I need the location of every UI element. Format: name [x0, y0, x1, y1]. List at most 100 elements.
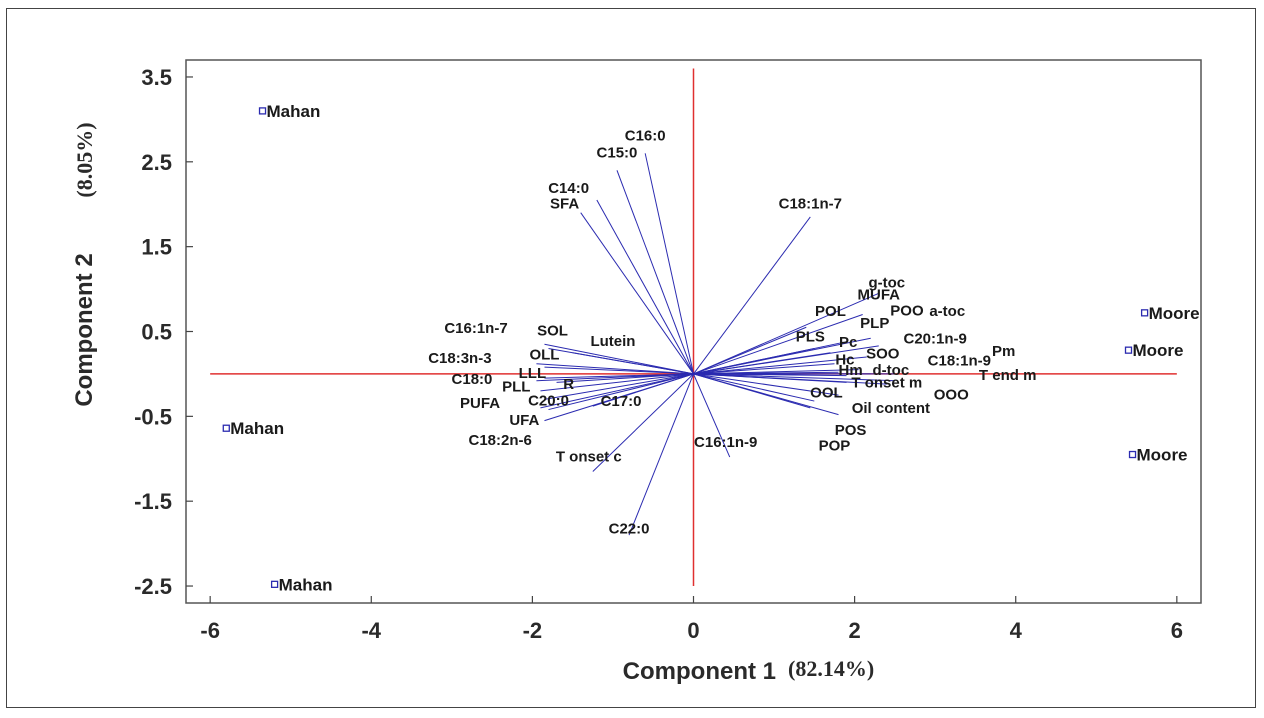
vector-label: PLL: [502, 379, 530, 396]
vector-c18-2n-6: [544, 373, 694, 422]
y-axis-title: Component 2: [71, 253, 98, 406]
vector-ooo: [693, 373, 887, 385]
vector-label: C22:0: [609, 520, 650, 537]
vector-pll: [540, 373, 694, 392]
vector-label: PUFA: [460, 395, 500, 412]
vector-label: C16:0: [625, 128, 666, 145]
vector-c18-3n-3: [536, 363, 694, 375]
vector-label: Hc: [835, 352, 854, 369]
vector-c14-0: [596, 199, 694, 375]
reference-lines: [210, 68, 1177, 587]
vector-label: C18:3n-3: [428, 350, 491, 367]
point-marker: [222, 424, 230, 432]
point-label: Moore: [1133, 341, 1184, 360]
x-tick-label: 2: [848, 618, 860, 643]
vector-label: Oil content: [852, 400, 930, 417]
vector-c16-0: [644, 153, 694, 375]
figure-frame: [6, 8, 1256, 708]
vector-g-toc: [693, 314, 863, 375]
vector-label: T end m: [979, 367, 1037, 384]
vector-label: MUFA: [858, 286, 901, 303]
vector-t-onset-c: [592, 373, 694, 472]
y-tick-label: 0.5: [141, 320, 172, 345]
point-label: Moore: [1137, 446, 1188, 465]
x-tick-label: 4: [1010, 618, 1023, 643]
y-tick-label: 3.5: [141, 65, 172, 90]
vector-lll: [544, 373, 694, 379]
vector-label: d-toc: [873, 362, 910, 379]
loading-vectors: [536, 153, 895, 536]
vector-label: R: [563, 376, 574, 393]
vector-label: OOL: [810, 385, 843, 402]
vector-label: C15:0: [597, 145, 638, 162]
vector-label: Lutein: [590, 333, 635, 350]
vector-label: OLL: [529, 346, 559, 363]
vector-label: g-toc: [868, 274, 905, 291]
vector-c16-1n-7: [544, 343, 694, 375]
x-tick-label: -4: [361, 618, 381, 643]
vector-label: SFA: [550, 195, 579, 212]
vector-ufa: [548, 373, 694, 411]
x-tick-label: 6: [1171, 618, 1183, 643]
vector-label: Pc: [839, 334, 857, 351]
y-tick-label: -2.5: [134, 574, 172, 599]
y-tick-label: 1.5: [141, 235, 172, 260]
vector-hc: [693, 363, 835, 375]
point-marker: [1124, 346, 1133, 354]
vector-label: POS: [835, 422, 867, 439]
vector-label: OOO: [934, 386, 969, 403]
vector-c20-0: [544, 373, 694, 400]
point-marker: [1140, 309, 1149, 317]
point-label: Moore: [1149, 304, 1200, 323]
vector-pufa: [540, 373, 694, 409]
vector-pc: [693, 352, 831, 375]
vector-c20-1n-9: [693, 356, 867, 375]
vector-label: C17:0: [601, 393, 642, 410]
vector-hm: [693, 371, 839, 375]
vector-label: LLL: [519, 365, 547, 382]
vector-pop: [693, 373, 811, 409]
x-tick-label: 0: [687, 618, 699, 643]
vector-label: SOO: [866, 346, 900, 363]
vector-label: PLS: [796, 329, 825, 346]
point-marker: [270, 580, 279, 588]
x-axis-percent: (82.14%): [788, 656, 874, 681]
vector-label: C18:2n-6: [468, 432, 531, 449]
point-label: Mahan: [267, 102, 321, 121]
vector-label: C16:1n-9: [694, 434, 757, 451]
vector-label: T onset m: [851, 374, 922, 391]
vector-t-end-m: [693, 373, 895, 382]
point-label: Mahan: [230, 419, 284, 438]
vector-d-toc: [693, 373, 847, 377]
point-label: Mahan: [279, 575, 333, 594]
vector-c22-0: [628, 373, 694, 536]
vector-pls: [693, 347, 815, 375]
axis-ticks: -6 -4 -2 0 2 4 6 3.5 2.5 1.5 0.5 -0.5 -1.5 -2.5: [134, 65, 1183, 643]
vector-label: Hm: [838, 362, 862, 379]
vector-mufa: [693, 292, 879, 375]
vector-label: C18:0: [452, 371, 493, 388]
observation-points: Mahan Mahan Mahan Moore Moore Moore: [222, 102, 1200, 594]
vector-label: C20:1n-9: [903, 330, 966, 347]
vector-sfa: [580, 212, 694, 375]
vector-c15-0: [616, 170, 694, 375]
vector-label: C18:1n-9: [928, 352, 991, 369]
vector-ool: [693, 373, 839, 396]
vector-label: SOL: [537, 323, 568, 340]
vector-label: C20:0: [528, 392, 569, 409]
point-marker: [258, 107, 267, 115]
vector-label: a-toc: [929, 303, 965, 320]
y-tick-label: -0.5: [134, 404, 172, 429]
vector-label: C14:0: [548, 180, 589, 197]
point-marker: [1128, 450, 1137, 459]
vector-label: Pm: [992, 343, 1015, 360]
vector-pol: [693, 326, 807, 375]
vector-label: POP: [819, 437, 851, 454]
vector-c16-1n-9: [693, 373, 731, 458]
vector-label: POL: [815, 303, 846, 320]
vector-label: T onset c: [556, 448, 622, 465]
vector-label: POO: [890, 302, 924, 319]
y-axis-percent: (8.05%): [72, 122, 97, 197]
